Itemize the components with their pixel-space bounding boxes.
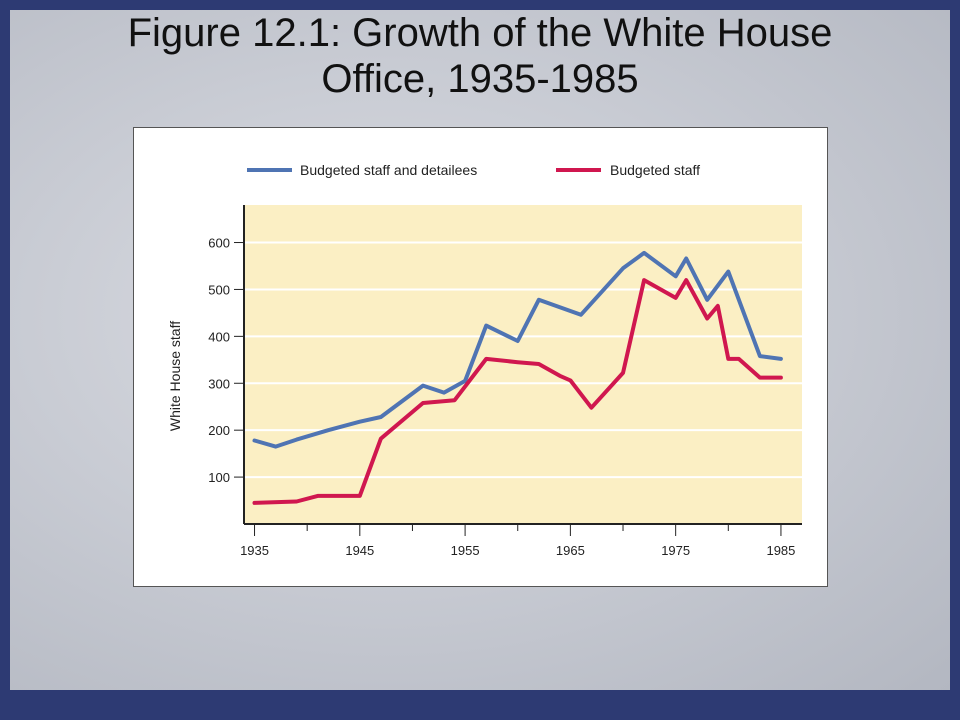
legend-label-series-1: Budgeted staff and detailees [300, 162, 477, 178]
series-line-2 [252, 278, 783, 505]
y-tick-label-400: 400 [208, 329, 230, 344]
slide-title-line-2: Office, 1935-1985 [321, 57, 639, 101]
x-tick-label-1985: 1985 [766, 543, 795, 558]
x-tick-label-1975: 1975 [661, 543, 690, 558]
y-tick-label-200: 200 [208, 423, 230, 438]
plot-area: 100 200 300 400 500 600 1935 1945 1955 1965 1975 19… [208, 205, 802, 558]
legend: Budgeted staff and detailees Budgeted st… [247, 162, 700, 178]
chart-figure: Budgeted staff and detailees Budgeted st… [133, 127, 828, 587]
line-chart: Budgeted staff and detailees Budgeted st… [167, 162, 802, 558]
x-tick-label-1945: 1945 [345, 543, 374, 558]
y-axis-label: White House staff [167, 321, 183, 431]
legend-label-series-2: Budgeted staff [610, 162, 700, 178]
x-tick-label-1955: 1955 [451, 543, 480, 558]
y-tick-label-600: 600 [208, 236, 230, 251]
y-tick-label-100: 100 [208, 470, 230, 485]
y-tick-label-500: 500 [208, 282, 230, 297]
series-line-1 [252, 250, 783, 449]
x-tick-label-1935: 1935 [240, 543, 269, 558]
x-tick-label-1965: 1965 [556, 543, 585, 558]
slide-title-line-1: Figure 12.1: Growth of the White House [127, 11, 833, 55]
slide-title: Figure 12.1: Growth of the White House O… [10, 10, 950, 102]
y-tick-label-300: 300 [208, 376, 230, 391]
slide: Figure 12.1: Growth of the White House O… [10, 10, 950, 690]
